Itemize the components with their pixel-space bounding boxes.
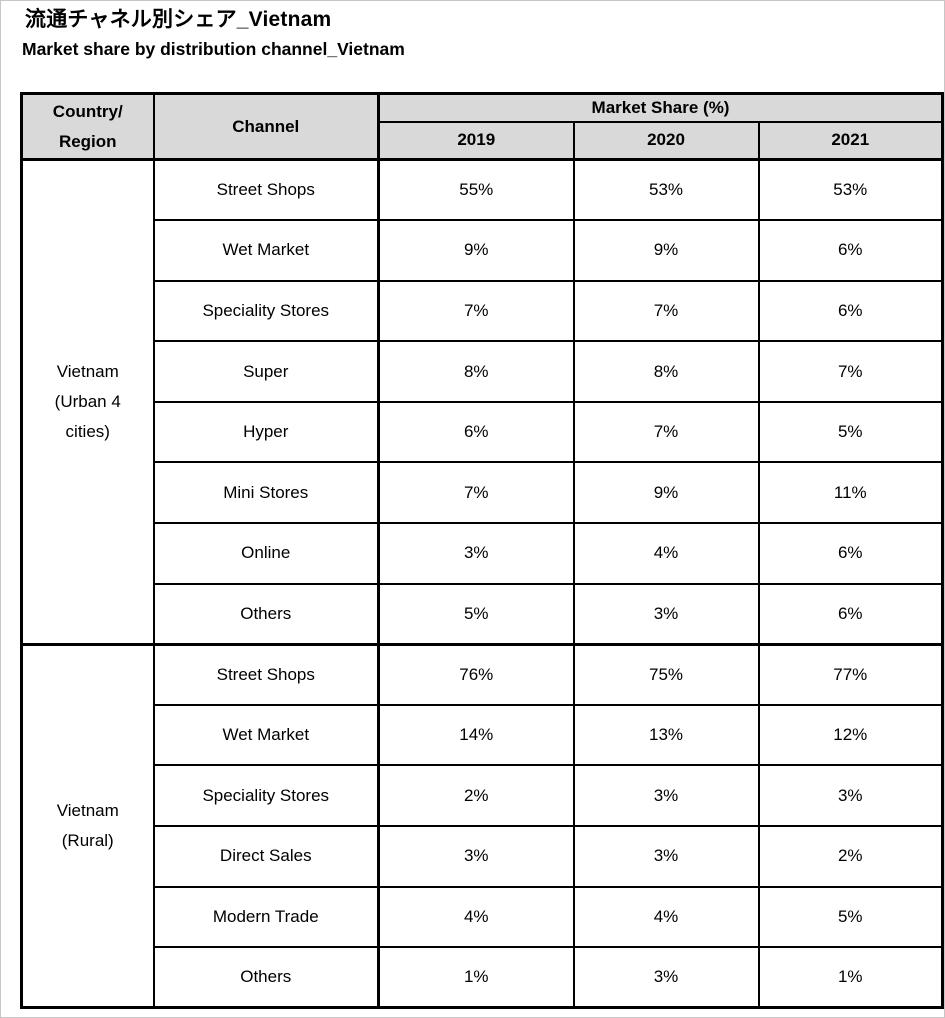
value-cell: 1% bbox=[377, 946, 575, 1009]
value-cell: 9% bbox=[572, 461, 760, 525]
channel-cell: Street Shops bbox=[152, 643, 380, 706]
value-cell: 5% bbox=[377, 582, 575, 646]
value-cell: 53% bbox=[757, 158, 944, 222]
channel-cell: Wet Market bbox=[152, 703, 380, 767]
table-row: Online 3% 4% 6% bbox=[22, 522, 944, 585]
value-cell: 6% bbox=[757, 522, 944, 585]
value-cell: 7% bbox=[377, 279, 575, 343]
channel-cell: Modern Trade bbox=[152, 885, 380, 949]
channel-cell: Hyper bbox=[152, 400, 380, 464]
value-cell: 1% bbox=[757, 946, 944, 1009]
region-cell: Vietnam (Rural) bbox=[20, 643, 155, 1010]
value-cell: 12% bbox=[757, 703, 944, 767]
header-row-top: Country/ Region Channel Market Share (%) bbox=[20, 92, 944, 161]
value-cell: 2% bbox=[757, 825, 944, 888]
value-cell: 3% bbox=[572, 946, 760, 1009]
table-row: Wet Market 9% 9% 6% bbox=[22, 219, 944, 282]
value-cell: 14% bbox=[377, 703, 575, 767]
value-cell: 7% bbox=[377, 461, 575, 525]
table-row: Hyper 6% 7% 5% bbox=[22, 400, 944, 464]
value-cell: 5% bbox=[757, 400, 944, 464]
table-row: Wet Market 14% 13% 12% bbox=[22, 703, 944, 767]
value-cell: 6% bbox=[757, 582, 944, 646]
value-cell: 76% bbox=[377, 643, 575, 706]
channel-cell: Speciality Stores bbox=[152, 764, 380, 828]
col-header-country-region: Country/ Region bbox=[20, 92, 155, 161]
value-cell: 3% bbox=[572, 582, 760, 646]
value-cell: 11% bbox=[757, 461, 944, 525]
channel-cell: Speciality Stores bbox=[152, 279, 380, 343]
value-cell: 4% bbox=[572, 522, 760, 585]
value-cell: 8% bbox=[572, 340, 760, 403]
value-cell: 13% bbox=[572, 703, 760, 767]
value-cell: 6% bbox=[757, 279, 944, 343]
table-row: Modern Trade 4% 4% 5% bbox=[22, 885, 944, 949]
channel-cell: Others bbox=[152, 946, 380, 1009]
value-cell: 55% bbox=[377, 158, 575, 222]
header-row-years: 2019 2020 2021 bbox=[22, 120, 944, 161]
market-share-table: Country/ Region Channel Market Share (%)… bbox=[20, 92, 944, 1010]
table-row: Mini Stores 7% 9% 11% bbox=[22, 461, 944, 525]
value-cell: 53% bbox=[572, 158, 760, 222]
value-cell: 3% bbox=[377, 825, 575, 888]
value-cell: 77% bbox=[757, 643, 944, 706]
value-cell: 4% bbox=[377, 885, 575, 949]
value-cell: 3% bbox=[757, 764, 944, 828]
value-cell: 75% bbox=[572, 643, 760, 706]
table-row: Super 8% 8% 7% bbox=[22, 340, 944, 403]
value-cell: 7% bbox=[572, 400, 760, 464]
value-cell: 4% bbox=[572, 885, 760, 949]
value-cell: 6% bbox=[377, 400, 575, 464]
col-header-channel: Channel bbox=[152, 92, 380, 161]
col-header-market-share: Market Share (%) bbox=[376, 92, 944, 123]
channel-cell: Others bbox=[152, 582, 380, 646]
col-header-year-2019: 2019 bbox=[377, 120, 575, 161]
value-cell: 7% bbox=[757, 340, 944, 403]
page-subtitle: Market share by distribution channel_Vie… bbox=[22, 39, 405, 59]
value-cell: 8% bbox=[377, 340, 575, 403]
table-row: Others 1% 3% 1% bbox=[22, 946, 944, 1009]
value-cell: 3% bbox=[572, 825, 760, 888]
region-cell: Vietnam (Urban 4 cities) bbox=[20, 158, 155, 646]
col-header-year-2020: 2020 bbox=[572, 120, 760, 161]
table-body: Vietnam (Urban 4 cities) Street Shops 55% 5… bbox=[20, 158, 944, 1010]
table-row: Others 5% 3% 6% bbox=[22, 582, 944, 646]
table-row: Vietnam (Rural) Street Shops 76% 75% 77% bbox=[20, 643, 944, 1010]
channel-cell: Mini Stores bbox=[152, 461, 380, 525]
channel-cell: Direct Sales bbox=[152, 825, 380, 888]
value-cell: 5% bbox=[757, 885, 944, 949]
value-cell: 7% bbox=[572, 279, 760, 343]
value-cell: 3% bbox=[572, 764, 760, 828]
channel-cell: Online bbox=[152, 522, 380, 585]
page-title: 流通チャネル別シェア_Vietnam bbox=[25, 8, 332, 31]
channel-cell: Street Shops bbox=[152, 158, 380, 222]
value-cell: 9% bbox=[572, 219, 760, 282]
col-header-year-2021: 2021 bbox=[757, 120, 944, 161]
table-row: Vietnam (Urban 4 cities) Street Shops 55% 5… bbox=[20, 158, 944, 646]
value-cell: 3% bbox=[377, 522, 575, 585]
table-row: Speciality Stores 2% 3% 3% bbox=[22, 764, 944, 828]
table-row: Speciality Stores 7% 7% 6% bbox=[22, 279, 944, 343]
channel-cell: Super bbox=[152, 340, 380, 403]
table-header: Country/ Region Channel Market Share (%)… bbox=[20, 92, 944, 161]
table-row: Direct Sales 3% 3% 2% bbox=[22, 825, 944, 888]
value-cell: 9% bbox=[377, 219, 575, 282]
channel-cell: Wet Market bbox=[152, 219, 380, 282]
value-cell: 2% bbox=[377, 764, 575, 828]
value-cell: 6% bbox=[757, 219, 944, 282]
